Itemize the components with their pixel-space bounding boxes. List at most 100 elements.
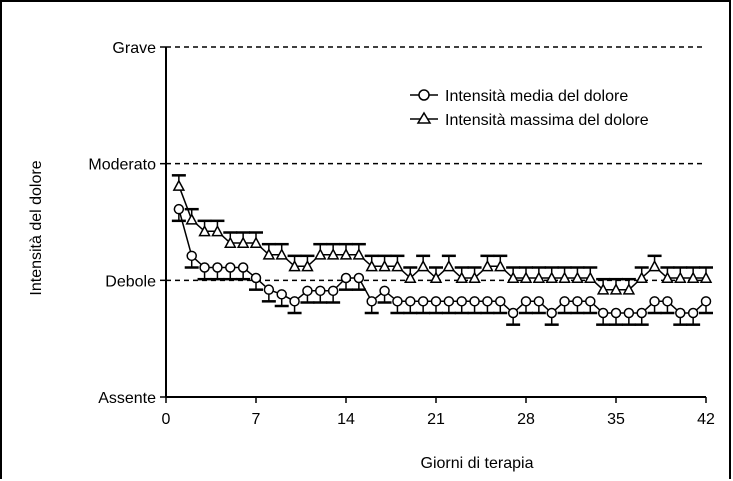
x-axis-title: Giorni di terapia — [421, 455, 534, 472]
data-point-mean-34 — [610, 307, 622, 319]
x-axis-ticks: 0 7 14 21 28 35 42 — [162, 397, 715, 428]
data-point-mean-25 — [495, 296, 506, 307]
data-point-mean-28 — [533, 296, 545, 307]
y-tick-label-3: Grave — [112, 40, 156, 57]
data-point-max-39 — [674, 271, 687, 283]
data-point-mean-33 — [597, 307, 609, 319]
y-tick-label-0: Assente — [98, 390, 156, 407]
data-point-mean-10 — [302, 285, 313, 297]
legend-mean-label: Intensità media del dolore — [445, 88, 628, 105]
x-tick-label-6: 42 — [697, 411, 715, 428]
legend-item-mean: Intensità media del dolore — [410, 88, 628, 105]
data-point-max-32 — [584, 271, 597, 283]
data-point-mean-3 — [212, 262, 223, 273]
series-max — [171, 174, 713, 295]
data-point-mean-12 — [327, 285, 339, 297]
data-point-mean-16 — [379, 285, 390, 297]
series-line-0 — [178, 209, 707, 315]
data-point-max-25 — [494, 259, 507, 272]
data-point-mean-2 — [199, 262, 210, 273]
x-tick-label-0: 0 — [162, 411, 171, 428]
data-point-max-3 — [211, 224, 224, 237]
data-point-max-7 — [262, 248, 276, 260]
data-point-max-11 — [314, 248, 327, 260]
data-point-max-29 — [545, 271, 558, 283]
data-point-mean-39 — [675, 307, 686, 319]
data-point-max-14 — [352, 248, 366, 260]
data-point-mean-7 — [263, 284, 275, 295]
data-point-max-1 — [185, 213, 198, 225]
x-tick-label-2: 14 — [337, 411, 355, 428]
data-point-mean-40 — [687, 307, 699, 319]
data-point-mean-15 — [366, 296, 377, 307]
data-point-max-17 — [391, 259, 404, 272]
series-mean — [171, 203, 713, 326]
data-point-mean-8 — [276, 289, 287, 300]
data-point-mean-22 — [456, 296, 467, 307]
legend: Intensità media del dolore Intensità mas… — [410, 88, 649, 129]
data-point-max-40 — [686, 271, 700, 283]
data-point-mean-14 — [353, 272, 365, 284]
data-point-mean-19 — [417, 296, 429, 307]
x-tick-label-4: 28 — [517, 411, 535, 428]
y-axis-title: Intensità del dolore — [28, 160, 45, 295]
data-point-max-9 — [288, 259, 301, 272]
data-point-max-33 — [596, 283, 610, 295]
data-point-max-12 — [326, 248, 340, 260]
data-point-mean-1 — [186, 250, 197, 262]
data-point-max-37 — [648, 259, 661, 272]
data-point-max-19 — [416, 259, 430, 272]
data-point-max-4 — [224, 236, 237, 248]
series-layer — [171, 174, 713, 326]
data-point-max-8 — [275, 248, 288, 260]
data-point-max-10 — [301, 259, 314, 272]
data-point-mean-36 — [636, 307, 647, 319]
data-point-mean-31 — [572, 296, 583, 307]
data-point-mean-23 — [469, 296, 480, 307]
data-point-mean-11 — [315, 285, 326, 297]
data-point-mean-38 — [662, 296, 673, 307]
data-point-mean-35 — [623, 307, 635, 319]
y-axis-ticks: Assente Debole Moderato Grave — [88, 40, 166, 407]
data-point-max-16 — [378, 259, 391, 272]
data-point-max-20 — [429, 271, 443, 283]
data-point-mean-18 — [405, 296, 416, 307]
data-point-mean-30 — [559, 296, 570, 307]
data-point-max-28 — [532, 271, 546, 283]
data-point-mean-21 — [443, 296, 455, 307]
data-point-max-35 — [622, 283, 636, 295]
data-point-mean-37 — [649, 296, 660, 307]
data-point-max-36 — [635, 271, 648, 283]
data-point-mean-32 — [585, 296, 596, 307]
x-tick-label-5: 35 — [607, 411, 625, 428]
data-point-mean-41 — [700, 296, 712, 307]
data-point-mean-5 — [237, 262, 249, 273]
data-point-mean-17 — [392, 296, 403, 307]
data-point-mean-27 — [520, 296, 532, 307]
data-point-mean-6 — [250, 272, 262, 284]
data-point-mean-20 — [430, 296, 442, 307]
data-point-mean-0 — [173, 203, 185, 215]
x-tick-label-1: 7 — [252, 411, 261, 428]
legend-mean-circle-marker — [418, 89, 430, 101]
data-point-max-18 — [404, 271, 417, 283]
data-point-max-38 — [661, 271, 674, 283]
data-point-max-27 — [519, 271, 533, 283]
data-point-mean-29 — [546, 307, 557, 319]
y-tick-label-2: Moderato — [88, 157, 156, 174]
data-point-max-26 — [506, 271, 520, 283]
legend-item-max: Intensità massima del dolore — [410, 111, 649, 129]
data-point-mean-26 — [507, 307, 519, 319]
data-point-max-6 — [249, 236, 263, 248]
data-point-max-24 — [481, 259, 494, 272]
data-point-max-13 — [339, 248, 353, 260]
data-point-max-23 — [468, 271, 481, 283]
data-point-mean-24 — [482, 296, 493, 307]
legend-max-label: Intensità massima del dolore — [445, 112, 649, 129]
data-point-max-5 — [236, 236, 250, 248]
data-point-max-15 — [365, 259, 378, 272]
x-tick-label-3: 21 — [427, 411, 445, 428]
data-point-max-30 — [558, 271, 571, 283]
